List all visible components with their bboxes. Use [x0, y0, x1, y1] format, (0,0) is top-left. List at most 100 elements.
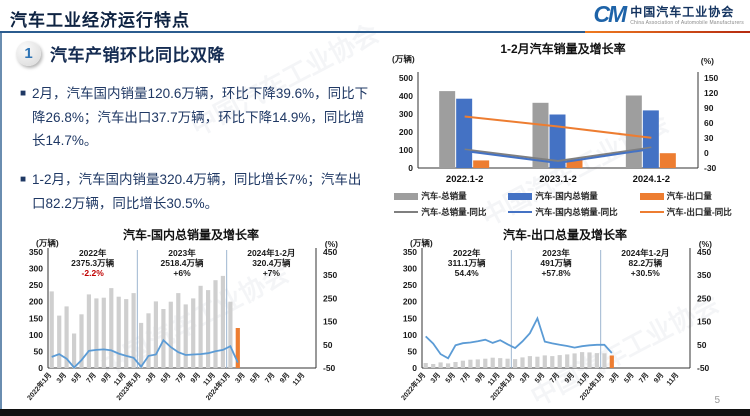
- svg-text:3月: 3月: [518, 371, 531, 384]
- svg-text:+30.5%: +30.5%: [631, 268, 661, 278]
- svg-text:+57.8%: +57.8%: [541, 268, 571, 278]
- svg-text:2023.1-2: 2023.1-2: [539, 174, 577, 185]
- svg-text:50: 50: [34, 346, 44, 356]
- svg-text:300: 300: [403, 264, 417, 274]
- svg-text:5月: 5月: [70, 371, 83, 384]
- svg-text:-50: -50: [323, 363, 336, 373]
- svg-text:5月: 5月: [249, 371, 262, 384]
- chart-title: 汽车-国内总销量及增长率: [123, 228, 259, 242]
- svg-text:100: 100: [29, 330, 43, 340]
- legend-item: 汽车-出口量-同比: [639, 206, 732, 218]
- svg-text:300: 300: [399, 109, 413, 119]
- svg-text:3月: 3月: [429, 371, 442, 384]
- svg-text:150: 150: [323, 317, 337, 327]
- chart-export-monthly: 汽车-出口总量及增长率 (万辆) (%) 0 50 100 150 200 250 300 3…: [382, 226, 748, 410]
- svg-text:7月: 7月: [548, 371, 561, 384]
- chart-title: 汽车-出口总量及增长率: [503, 228, 627, 242]
- svg-text:7月: 7月: [85, 371, 98, 384]
- svg-text:2022.1-2: 2022.1-2: [446, 174, 484, 185]
- svg-text:2024.1-2: 2024.1-2: [633, 174, 671, 185]
- svg-text:9月: 9月: [474, 371, 487, 384]
- svg-text:2023年: 2023年: [542, 248, 570, 258]
- svg-text:9月: 9月: [100, 371, 113, 384]
- chart-title: 1-2月汽车销量及增长率: [500, 42, 626, 56]
- svg-text:5月: 5月: [533, 371, 546, 384]
- svg-text:491万辆: 491万辆: [540, 258, 572, 268]
- svg-text:150: 150: [403, 313, 417, 323]
- svg-text:90: 90: [704, 103, 714, 113]
- svg-text:11月: 11月: [665, 371, 680, 387]
- svg-text:9月: 9月: [189, 371, 202, 384]
- svg-text:50: 50: [323, 340, 333, 350]
- svg-text:11月: 11月: [291, 371, 306, 387]
- bullet-square-icon: ■: [20, 88, 27, 99]
- svg-text:2022年: 2022年: [79, 248, 107, 258]
- axis-unit-left: (万辆): [36, 238, 59, 248]
- page-number: 5: [714, 395, 720, 406]
- section-heading: 1 汽车产销环比同比双降: [16, 41, 225, 66]
- svg-text:0: 0: [412, 363, 417, 373]
- bullet-item: ■ 1-2月，汽车国内销量320.4万辆，同比增长7%；汽车出口82.2万辆，同…: [20, 168, 374, 215]
- svg-text:2375.3万辆: 2375.3万辆: [71, 258, 114, 268]
- svg-text:311.1万辆: 311.1万辆: [448, 258, 486, 268]
- svg-text:200: 200: [399, 127, 413, 137]
- svg-text:+7%: +7%: [263, 268, 281, 278]
- page-title: 汽车工业经济运行特点: [10, 11, 190, 30]
- svg-text:0: 0: [38, 363, 43, 373]
- svg-text:9月: 9月: [563, 371, 576, 384]
- chart-canvas: 0 50 100 150 200 250 300 350 -50 50 150 250 350 450 20…: [399, 247, 712, 402]
- svg-text:7月: 7月: [174, 371, 187, 384]
- bullet-text: 2月，汽车国内销量120.6万辆，环比下降39.6%，同比下降26.8%；汽车出…: [32, 86, 369, 149]
- svg-text:50: 50: [697, 340, 707, 350]
- svg-text:+6%: +6%: [173, 268, 191, 278]
- svg-text:50: 50: [408, 346, 418, 356]
- left-border: [0, 33, 2, 409]
- footer-bar: [0, 409, 750, 416]
- logo-cm-icon: CM: [593, 1, 627, 27]
- svg-text:120: 120: [704, 88, 718, 98]
- svg-text:0: 0: [704, 148, 709, 158]
- svg-text:9月: 9月: [278, 371, 291, 384]
- chart-legend: 汽车-总销量 汽车-国内总销量 汽车-出口量 汽车-总销量-同比 汽车-国内总销量-同比…: [378, 190, 748, 218]
- svg-text:60: 60: [704, 118, 714, 128]
- legend-item: 汽车-出口量: [639, 190, 732, 202]
- chart-domestic-monthly: 汽车-国内总销量及增长率 (万辆) (%) 0 50 100 150 200 250 300…: [8, 226, 374, 410]
- legend-item: 汽车-国内总销量-同比: [508, 206, 618, 218]
- svg-text:2518.4万辆: 2518.4万辆: [161, 258, 204, 268]
- header-rule: [0, 31, 750, 33]
- svg-text:250: 250: [403, 280, 417, 290]
- svg-text:3月: 3月: [55, 371, 68, 384]
- svg-text:5月: 5月: [444, 371, 457, 384]
- svg-text:54.4%: 54.4%: [455, 268, 480, 278]
- svg-text:2022年: 2022年: [453, 248, 481, 258]
- axis-unit-right: (%): [698, 239, 712, 249]
- chart-sales-1-2month: 1-2月汽车销量及增长率 (万辆) (%) 0 100 200 300 400 500 -3…: [378, 40, 748, 224]
- svg-text:350: 350: [403, 247, 417, 257]
- svg-text:7月: 7月: [637, 371, 650, 384]
- svg-text:100: 100: [403, 330, 417, 340]
- svg-text:300: 300: [29, 264, 43, 274]
- bullet-text: 1-2月，汽车国内销量320.4万辆，同比增长7%；汽车出口82.2万辆，同比增…: [32, 171, 362, 211]
- axis-unit-right: (%): [324, 239, 338, 249]
- svg-text:500: 500: [399, 73, 413, 83]
- svg-text:2023年: 2023年: [168, 248, 196, 258]
- chart-canvas: 0 50 100 150 200 250 300 350 -50 50 150 250 350 450 20…: [25, 247, 338, 402]
- svg-text:150: 150: [697, 317, 711, 327]
- legend-item: 汽车-国内总销量: [508, 190, 617, 202]
- svg-text:3月: 3月: [144, 371, 157, 384]
- logo-name-en: China Association of Automobile Manufact…: [630, 20, 744, 26]
- svg-text:-50: -50: [697, 363, 710, 373]
- svg-text:5月: 5月: [159, 371, 172, 384]
- svg-text:350: 350: [323, 270, 337, 280]
- svg-text:450: 450: [697, 247, 711, 257]
- axis-unit-right: (%): [700, 56, 714, 66]
- svg-text:3月: 3月: [608, 371, 621, 384]
- section-number-badge: 1: [16, 41, 41, 66]
- svg-text:200: 200: [29, 297, 43, 307]
- svg-text:320.4万辆: 320.4万辆: [252, 258, 291, 268]
- svg-text:100: 100: [399, 145, 413, 155]
- section-title: 汽车产销环比同比双降: [50, 46, 225, 65]
- svg-text:250: 250: [29, 280, 43, 290]
- svg-text:2022年1月: 2022年1月: [25, 371, 53, 402]
- svg-text:150: 150: [704, 73, 718, 83]
